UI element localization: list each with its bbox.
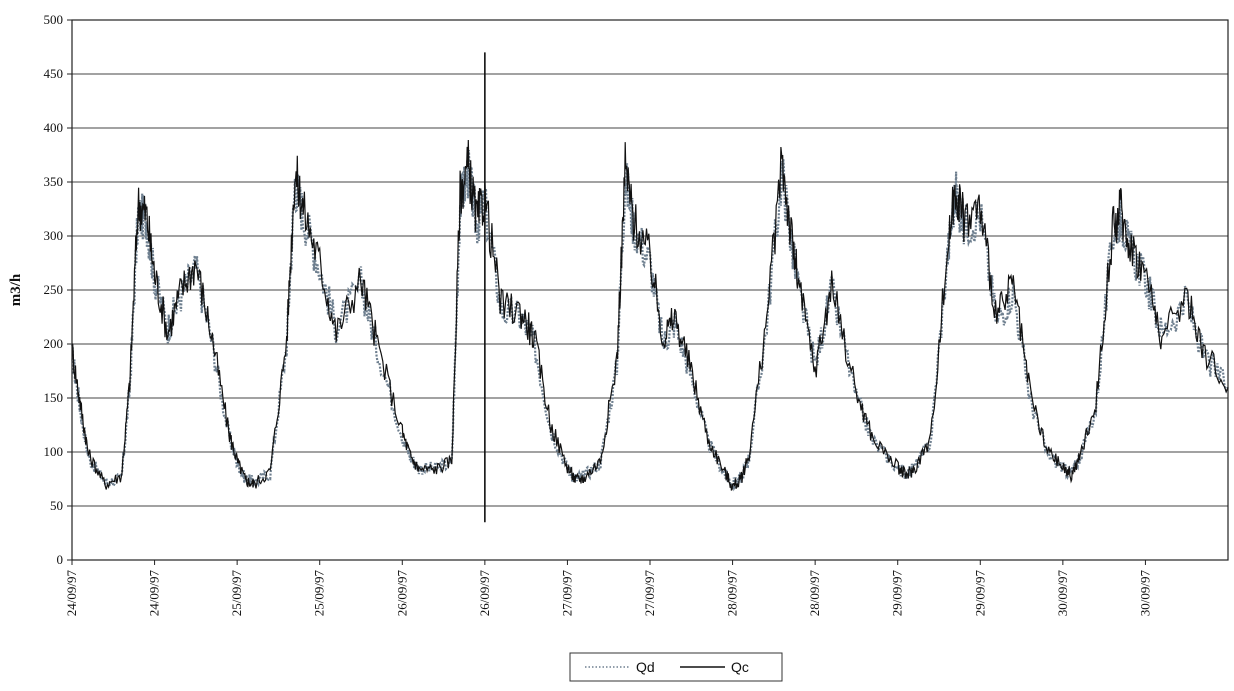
y-tick-label: 350 bbox=[44, 174, 64, 189]
y-tick-label: 500 bbox=[44, 12, 64, 27]
y-tick-label: 100 bbox=[44, 444, 64, 459]
x-tick-label: 26/09/97 bbox=[477, 570, 492, 617]
legend: Qd Qc bbox=[569, 652, 783, 682]
x-tick-label: 28/09/97 bbox=[807, 570, 822, 617]
x-tick-label: 29/09/97 bbox=[890, 570, 905, 617]
x-tick-label: 30/09/97 bbox=[1055, 570, 1070, 617]
legend-box bbox=[569, 652, 783, 682]
x-axis-ticks: 24/09/97 24/09/97 25/09/97 25/09/97 26/09/97… bbox=[64, 560, 1152, 616]
y-axis-label: m3/h bbox=[8, 273, 24, 306]
y-tick-label: 50 bbox=[50, 498, 63, 513]
x-tick-label: 27/09/97 bbox=[642, 570, 657, 617]
x-tick-label: 25/09/97 bbox=[229, 570, 244, 617]
y-tick-label: 0 bbox=[57, 552, 64, 567]
x-tick-label: 26/09/97 bbox=[394, 570, 409, 617]
x-tick-label: 28/09/97 bbox=[725, 570, 740, 617]
legend-label-qc: Qc bbox=[731, 659, 749, 675]
plot-area-border bbox=[71, 19, 1229, 561]
x-tick-label: 24/09/97 bbox=[64, 570, 79, 617]
y-tick-label: 450 bbox=[44, 66, 64, 81]
y-tick-label: 250 bbox=[44, 282, 64, 297]
y-tick-label: 200 bbox=[44, 336, 64, 351]
x-tick-label: 27/09/97 bbox=[559, 570, 574, 617]
x-tick-label: 24/09/97 bbox=[147, 570, 162, 617]
legend-label-qd: Qd bbox=[636, 659, 655, 675]
y-tick-label: 400 bbox=[44, 120, 64, 135]
y-tick-label: 150 bbox=[44, 390, 64, 405]
y-tick-label: 300 bbox=[44, 228, 64, 243]
series-line-qc bbox=[71, 139, 1229, 491]
y-axis-ticks: 0 50 100 150 200 250 300 350 400 450 500 bbox=[44, 12, 72, 567]
x-tick-label: 25/09/97 bbox=[312, 570, 327, 617]
x-tick-label: 30/09/97 bbox=[1137, 570, 1152, 617]
series-line-qd bbox=[70, 150, 1229, 492]
series-layer bbox=[70, 52, 1229, 523]
x-tick-label: 29/09/97 bbox=[972, 570, 987, 617]
